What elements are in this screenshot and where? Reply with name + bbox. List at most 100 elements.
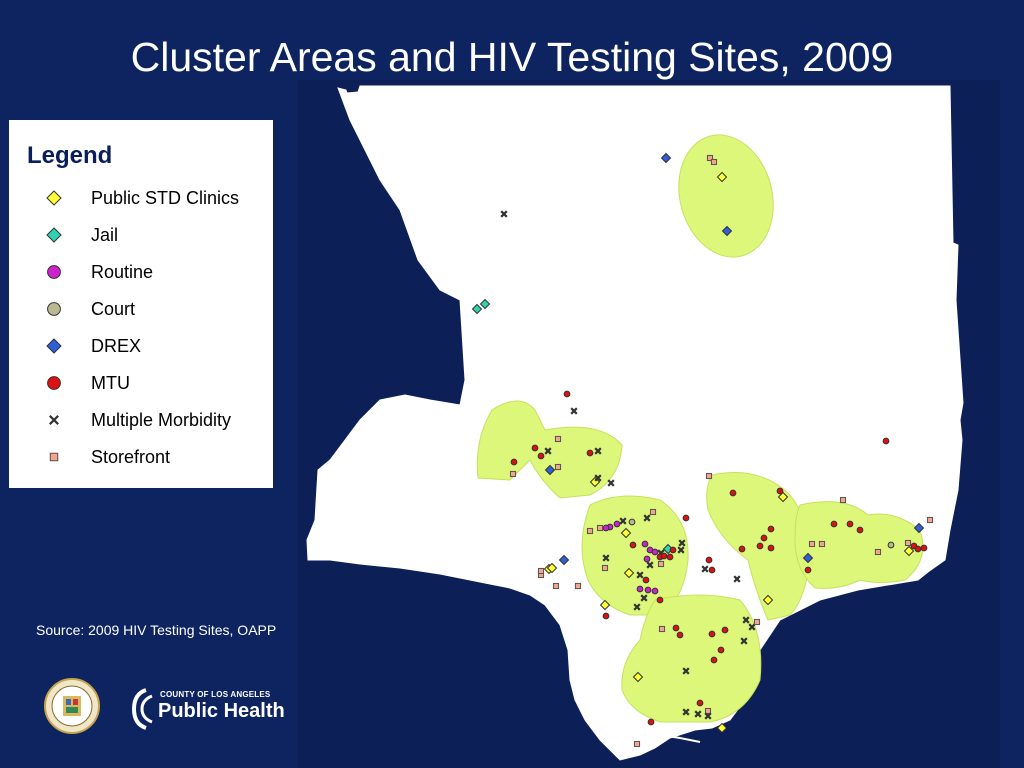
site-marker-storefront bbox=[537, 567, 545, 575]
coast-detail bbox=[619, 733, 701, 743]
site-marker-mtu bbox=[738, 545, 746, 553]
site-marker-mtu bbox=[830, 520, 838, 528]
mtu-icon bbox=[47, 376, 61, 390]
site-marker-multiple-morbidity bbox=[742, 616, 750, 624]
site-marker-mtu bbox=[669, 546, 677, 554]
site-marker-multiple-morbidity bbox=[740, 637, 748, 645]
site-marker-mtu bbox=[510, 458, 518, 466]
site-marker-routine bbox=[613, 520, 621, 528]
routine-icon bbox=[47, 265, 61, 279]
site-marker-storefront bbox=[839, 496, 847, 504]
site-marker-drex bbox=[913, 522, 925, 534]
site-marker-storefront bbox=[904, 539, 912, 547]
site-marker-mtu bbox=[846, 520, 854, 528]
site-marker-mtu bbox=[729, 489, 737, 497]
site-marker-mtu bbox=[563, 390, 571, 398]
site-marker-mtu bbox=[531, 444, 539, 452]
site-marker-multiple-morbidity bbox=[733, 575, 741, 583]
legend-item-label: DREX bbox=[91, 336, 142, 356]
site-marker-mtu bbox=[767, 544, 775, 552]
site-marker-storefront bbox=[874, 548, 882, 556]
site-marker-storefront bbox=[596, 524, 604, 532]
site-marker-storefront bbox=[601, 564, 609, 572]
site-marker-storefront bbox=[808, 540, 816, 548]
site-marker-mtu bbox=[920, 544, 928, 552]
site-marker-storefront bbox=[552, 582, 560, 590]
site-marker-jail bbox=[471, 303, 483, 315]
legend-item-label: Routine bbox=[91, 262, 154, 282]
testing-site-markers bbox=[471, 152, 934, 748]
site-marker-multiple-morbidity bbox=[643, 514, 651, 522]
cluster-area-south bbox=[621, 594, 762, 723]
site-marker-mtu bbox=[760, 534, 768, 542]
cluster-area-north bbox=[678, 134, 774, 258]
legend-item: Routine bbox=[9, 257, 273, 287]
legend-item-label: Multiple Morbidity bbox=[91, 410, 232, 430]
site-marker-mtu bbox=[696, 699, 704, 707]
site-marker-mtu bbox=[660, 552, 668, 560]
site-marker-mtu bbox=[672, 624, 680, 632]
legend-title: Legend bbox=[27, 142, 113, 169]
site-marker-storefront bbox=[633, 740, 641, 748]
site-marker-mtu bbox=[629, 541, 637, 549]
site-marker-multiple-morbidity bbox=[594, 474, 602, 482]
storefront-icon bbox=[49, 452, 59, 462]
source-note: Source: 2009 HIV Testing Sites, OAPP bbox=[36, 622, 277, 638]
site-marker-mtu bbox=[756, 542, 764, 550]
site-marker-storefront bbox=[710, 158, 718, 166]
site-marker-jail bbox=[479, 298, 491, 310]
site-marker-storefront bbox=[926, 516, 934, 524]
site-marker-mtu bbox=[682, 514, 690, 522]
legend-box: Legend Public STD Clinics Jail Routine Cour… bbox=[9, 120, 273, 488]
site-marker-mtu bbox=[708, 566, 716, 574]
public-health-county-text: COUNTY OF LOS ANGELES bbox=[160, 690, 271, 699]
site-marker-routine bbox=[644, 586, 652, 594]
site-marker-multiple-morbidity bbox=[646, 561, 654, 569]
site-marker-storefront bbox=[574, 582, 582, 590]
site-marker-routine bbox=[636, 585, 644, 593]
site-marker-mtu bbox=[586, 449, 594, 457]
site-marker-public-std-clinics bbox=[716, 722, 728, 734]
site-marker-storefront bbox=[657, 560, 665, 568]
site-marker-mtu bbox=[602, 612, 610, 620]
site-marker-storefront bbox=[753, 618, 761, 626]
legend-item-label: Court bbox=[91, 299, 136, 319]
site-marker-multiple-morbidity bbox=[678, 539, 686, 547]
site-marker-drex bbox=[802, 552, 814, 564]
site-marker-mtu bbox=[914, 545, 922, 553]
site-marker-multiple-morbidity bbox=[704, 712, 712, 720]
legend-item-label: Jail bbox=[91, 225, 119, 245]
site-marker-storefront bbox=[554, 435, 562, 443]
site-marker-storefront bbox=[554, 463, 562, 471]
site-marker-public-std-clinics bbox=[620, 527, 632, 539]
site-marker-multiple-morbidity bbox=[636, 571, 644, 579]
site-marker-routine bbox=[602, 524, 610, 532]
legend-item-label: Storefront bbox=[91, 447, 171, 467]
legend-item: Storefront bbox=[9, 442, 273, 472]
site-marker-public-std-clinics bbox=[599, 599, 611, 611]
site-marker-mtu bbox=[804, 566, 812, 574]
site-marker-routine bbox=[643, 555, 651, 563]
site-marker-mtu bbox=[666, 553, 674, 561]
legend-item: MTU bbox=[9, 368, 273, 398]
site-marker-public-std-clinics bbox=[632, 671, 644, 683]
site-marker-storefront bbox=[658, 625, 666, 633]
site-marker-routine bbox=[641, 540, 649, 548]
cluster-area-east-b bbox=[794, 501, 924, 589]
site-marker-court bbox=[628, 518, 636, 526]
site-marker-multiple-morbidity bbox=[602, 554, 610, 562]
site-marker-public-std-clinics bbox=[546, 562, 558, 574]
site-marker-routine bbox=[651, 548, 659, 556]
site-marker-multiple-morbidity bbox=[677, 546, 685, 554]
site-marker-multiple-morbidity bbox=[619, 517, 627, 525]
legend-item: Public STD Clinics bbox=[9, 183, 273, 213]
legend-item: Court bbox=[9, 294, 273, 324]
site-marker-drex bbox=[721, 225, 733, 237]
site-marker-mtu bbox=[708, 630, 716, 638]
site-marker-mtu bbox=[537, 452, 545, 460]
site-marker-mtu bbox=[721, 626, 729, 634]
site-marker-multiple-morbidity bbox=[701, 565, 709, 573]
site-marker-mtu bbox=[676, 631, 684, 639]
public-std-clinics-icon bbox=[46, 190, 62, 206]
